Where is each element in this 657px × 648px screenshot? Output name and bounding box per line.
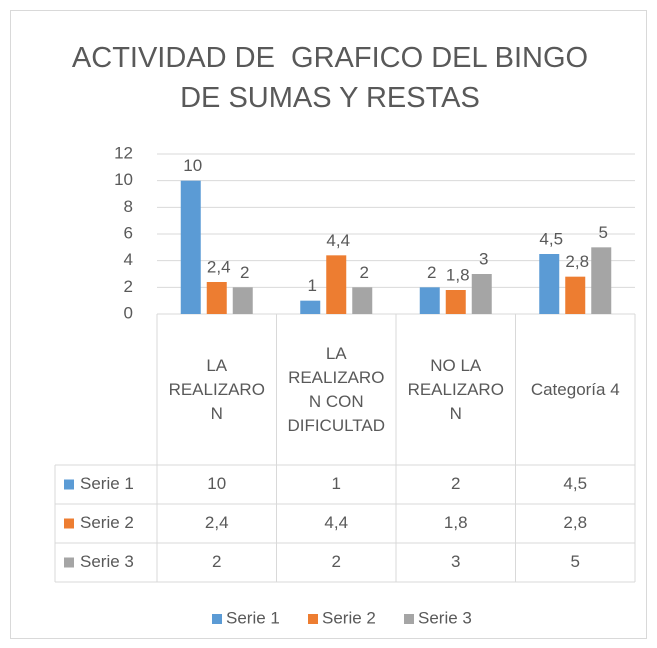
bar bbox=[591, 247, 612, 314]
bar bbox=[539, 254, 560, 314]
data-label: 5 bbox=[599, 223, 608, 242]
table-series-name: Serie 3 bbox=[80, 552, 134, 571]
data-label: 2,4 bbox=[207, 257, 231, 276]
bar bbox=[565, 276, 586, 314]
bar bbox=[232, 287, 253, 314]
table-cell: 3 bbox=[451, 552, 460, 571]
data-label: 1,8 bbox=[446, 265, 470, 284]
table-cell: 2,4 bbox=[205, 513, 229, 532]
bar bbox=[206, 282, 227, 314]
y-tick-label: 6 bbox=[124, 223, 133, 242]
table-legend-key bbox=[64, 518, 74, 529]
y-tick-label: 8 bbox=[124, 197, 133, 216]
bar bbox=[352, 287, 373, 314]
table-cell: 10 bbox=[207, 474, 226, 493]
data-label: 2 bbox=[240, 263, 249, 282]
x-tick-label: LA REALIZARON CON DIFICULTAD bbox=[287, 343, 386, 435]
table-series-name: Serie 2 bbox=[80, 513, 134, 532]
data-label: 2 bbox=[427, 263, 436, 282]
x-tick-label-box: LA REALIZARON bbox=[168, 355, 265, 423]
x-tick-label: LA REALIZARON bbox=[168, 355, 265, 423]
table-cell: 2 bbox=[332, 552, 341, 571]
table-cell: 2,8 bbox=[563, 513, 587, 532]
legend-key bbox=[404, 614, 414, 624]
legend-label: Serie 3 bbox=[418, 608, 472, 627]
x-tick-label: Categoría 4 bbox=[530, 379, 620, 399]
table-legend-key bbox=[64, 557, 74, 568]
y-tick-label: 4 bbox=[124, 250, 133, 269]
table-cell: 1 bbox=[332, 474, 341, 493]
chart-title: ACTIVIDAD DE GRAFICO DEL BINGO DE SUMAS … bbox=[71, 42, 597, 114]
bar bbox=[326, 255, 347, 314]
table-cell: 5 bbox=[571, 552, 580, 571]
y-tick-label: 12 bbox=[114, 143, 133, 162]
chart-border bbox=[10, 10, 647, 639]
bar bbox=[300, 300, 321, 314]
table-cell: 4,5 bbox=[563, 474, 587, 493]
data-label: 1 bbox=[308, 276, 317, 295]
bar bbox=[419, 287, 440, 314]
y-tick-label: 10 bbox=[114, 170, 133, 189]
legend-key bbox=[308, 614, 318, 624]
y-tick-label: 2 bbox=[124, 277, 133, 296]
legend-label: Serie 2 bbox=[322, 608, 376, 627]
bar bbox=[180, 180, 201, 314]
legend-label: Serie 1 bbox=[226, 608, 280, 627]
y-tick-label: 0 bbox=[124, 303, 133, 322]
table-cell: 4,4 bbox=[324, 513, 348, 532]
legend-key bbox=[212, 614, 222, 624]
table-series-name: Serie 1 bbox=[80, 474, 134, 493]
data-label: 10 bbox=[183, 156, 202, 175]
table-cell: 2 bbox=[451, 474, 460, 493]
x-tick-label: NO LA REALIZARON bbox=[407, 355, 504, 423]
bar bbox=[471, 274, 492, 314]
data-label: 2,8 bbox=[565, 252, 589, 271]
data-label: 4,4 bbox=[326, 231, 350, 250]
table-cell: 1,8 bbox=[444, 513, 468, 532]
data-label: 2 bbox=[360, 263, 369, 282]
table-cell: 2 bbox=[212, 552, 221, 571]
x-tick-label-box: NO LA REALIZARON bbox=[407, 355, 504, 423]
bar bbox=[445, 290, 466, 314]
data-label: 4,5 bbox=[539, 229, 563, 248]
table-legend-key bbox=[64, 479, 74, 490]
x-tick-label-box: Categoría 4 bbox=[530, 379, 620, 399]
data-label: 3 bbox=[479, 249, 488, 268]
x-tick-label-box: LA REALIZARON CON DIFICULTAD bbox=[287, 343, 386, 435]
